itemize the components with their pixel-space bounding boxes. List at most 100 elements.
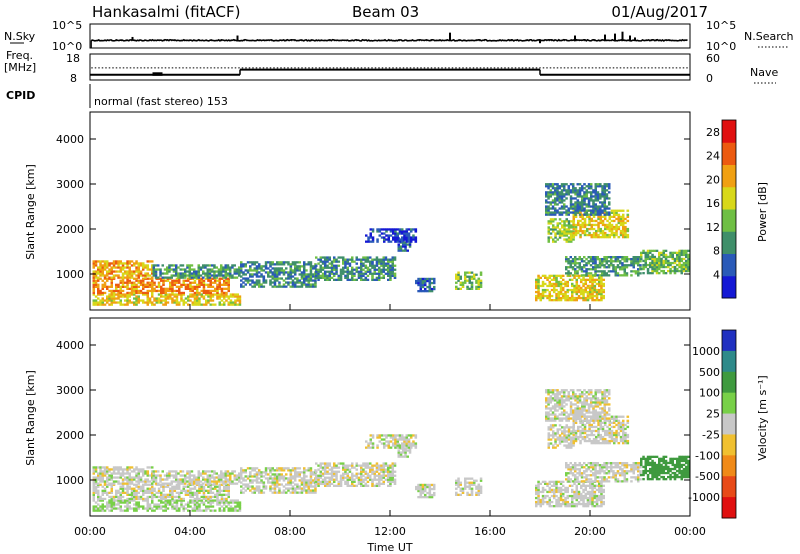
velocity-echo-cell xyxy=(94,466,98,469)
power-echo-cell xyxy=(155,297,158,300)
velocity-echo-cell xyxy=(160,501,163,504)
power-echo-cell xyxy=(106,297,109,300)
velocity-echo-cell xyxy=(394,444,397,447)
power-echo-cell xyxy=(220,283,224,286)
power-echo-cell xyxy=(220,274,223,277)
velocity-echo-cell xyxy=(291,491,295,494)
velocity-echo-cell xyxy=(366,476,370,479)
power-echo-cell xyxy=(287,281,290,284)
velocity-echo-cell xyxy=(464,485,467,488)
power-echo-cell xyxy=(455,281,458,284)
power-echo-cell xyxy=(319,270,322,273)
power-echo-cell xyxy=(179,268,182,271)
power-echo-cell xyxy=(202,266,205,269)
velocity-echo-cell xyxy=(110,491,113,494)
velocity-echo-cell xyxy=(330,472,334,475)
power-echo-cell xyxy=(580,292,583,296)
power-echo-cell xyxy=(355,268,358,271)
power-echo-cell xyxy=(260,267,263,270)
velocity-echo-cell xyxy=(108,503,111,506)
velocity-echo-cell xyxy=(337,484,341,487)
power-echo-cell xyxy=(103,283,107,286)
power-echo-cell xyxy=(255,283,259,286)
velocity-echo-cell xyxy=(240,467,243,470)
velocity-echo-cell xyxy=(126,476,129,479)
velocity-echo-cell xyxy=(169,501,172,504)
velocity-echo-cell xyxy=(401,438,404,441)
velocity-echo-cell xyxy=(305,479,308,482)
power-echo-cell xyxy=(162,299,165,302)
power-echo-cell xyxy=(178,293,181,296)
power-echo-cell xyxy=(568,288,572,292)
power-echo-cell xyxy=(391,262,394,265)
velocity-echo-cell xyxy=(269,485,272,488)
velocity-echo-cell xyxy=(405,444,408,447)
velocity-echo-cell xyxy=(121,485,125,488)
power-echo-cell xyxy=(550,274,554,277)
power-echo-cell xyxy=(220,299,224,302)
power-echo-cell xyxy=(101,270,104,273)
power-echo-cell xyxy=(280,267,283,270)
power-echo-cell xyxy=(547,220,550,223)
power-echo-cell xyxy=(209,279,212,282)
power-echo-cell xyxy=(396,236,399,239)
velocity-echo-cell xyxy=(360,474,363,477)
velocity-echo-cell xyxy=(137,507,140,510)
velocity-echo-cell xyxy=(106,468,109,471)
power-echo-cell xyxy=(148,285,152,288)
power-echo-cell xyxy=(364,266,368,269)
power-echo-cell xyxy=(572,217,575,221)
power-echo-cell xyxy=(556,193,559,196)
power-echo-cell xyxy=(117,291,120,295)
power-echo-cell xyxy=(406,249,409,252)
power-echo-cell xyxy=(607,260,611,263)
power-echo-cell xyxy=(253,267,256,270)
power-echo-cell xyxy=(623,258,626,261)
velocity-echo-cell xyxy=(168,482,171,485)
velocity-echo-cell xyxy=(97,466,100,469)
power-echo-cell xyxy=(625,264,629,267)
power-echo-cell xyxy=(612,260,615,263)
power-echo-cell xyxy=(639,266,642,269)
power-echo-cell xyxy=(555,284,558,288)
power-echo-cell xyxy=(191,289,194,293)
power-echo-cell xyxy=(253,263,256,266)
power-echo-cell xyxy=(151,303,154,306)
power-echo-cell xyxy=(387,278,390,281)
power-echo-cell xyxy=(126,260,129,263)
power-echo-cell xyxy=(590,195,593,198)
velocity-echo-cell xyxy=(162,493,165,496)
power-echo-cell xyxy=(392,238,395,241)
velocity-echo-cell xyxy=(383,444,386,447)
power-echo-cell xyxy=(556,209,559,212)
power-echo-cell xyxy=(264,265,268,268)
velocity-echo-cell xyxy=(407,440,411,443)
velocity-echo-cell xyxy=(393,474,397,477)
velocity-echo-cell xyxy=(412,442,415,445)
velocity-echo-cell xyxy=(383,434,386,437)
velocity-echo-cell xyxy=(162,505,165,508)
velocity-echo-cell xyxy=(148,491,152,494)
power-echo-cell xyxy=(655,261,659,265)
power-echo-cell xyxy=(660,257,663,261)
power-echo-cell xyxy=(285,277,288,280)
power-echo-cell xyxy=(676,259,679,263)
power-echo-cell xyxy=(227,281,230,284)
velocity-echo-cell xyxy=(198,503,201,506)
power-echo-cell xyxy=(537,278,540,281)
power-echo-cell xyxy=(324,272,327,275)
power-echo-cell xyxy=(613,209,616,212)
power-echo-cell xyxy=(289,273,293,276)
power-echo-cell xyxy=(236,299,239,302)
power-echo-cell xyxy=(242,263,245,266)
velocity-echo-cell xyxy=(348,484,352,487)
power-echo-cell xyxy=(171,293,174,296)
power-echo-cell xyxy=(133,289,136,293)
power-echo-cell xyxy=(569,183,573,186)
velocity-echo-cell xyxy=(226,470,230,473)
power-echo-cell xyxy=(546,294,549,298)
power-echo-cell xyxy=(424,277,427,281)
power-echo-cell xyxy=(227,287,230,290)
power-echo-cell xyxy=(578,205,582,208)
power-echo-cell xyxy=(580,296,583,300)
